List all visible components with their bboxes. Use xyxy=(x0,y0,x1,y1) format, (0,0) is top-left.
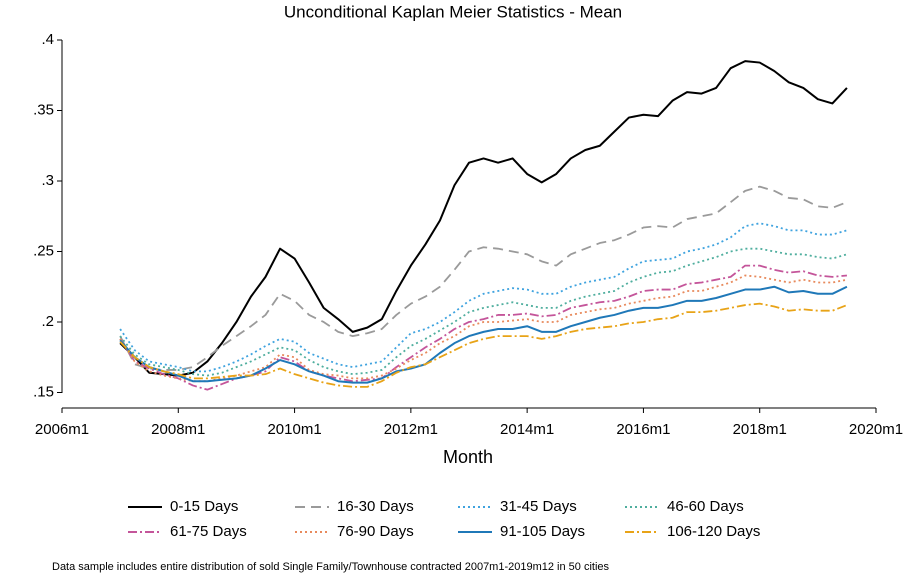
legend-label: 76-90 Days xyxy=(337,523,414,540)
footnote: Data sample includes entire distribution… xyxy=(52,561,610,573)
legend-label: 106-120 Days xyxy=(667,523,760,540)
legend-label: 91-105 Days xyxy=(500,523,585,540)
series-line xyxy=(119,274,848,383)
x-tick-label: 2008m1 xyxy=(151,421,205,438)
x-tick-label: 2018m1 xyxy=(733,421,787,438)
x-tick-label: 2016m1 xyxy=(616,421,670,438)
x-tick-label: 2012m1 xyxy=(384,421,438,438)
series-line xyxy=(119,185,848,371)
series-line xyxy=(119,247,848,377)
series-line xyxy=(119,60,848,377)
legend-label: 46-60 Days xyxy=(667,498,744,515)
legend-label: 16-30 Days xyxy=(337,498,414,515)
x-axis-label: Month xyxy=(443,447,493,467)
series-line xyxy=(119,222,848,373)
series-line xyxy=(119,302,848,388)
y-tick-label: .4 xyxy=(41,31,54,48)
x-tick-label: 2006m1 xyxy=(35,421,89,438)
series-line xyxy=(119,285,848,384)
legend-label: 31-45 Days xyxy=(500,498,577,515)
y-tick-label: .35 xyxy=(33,101,54,118)
y-tick-label: .15 xyxy=(33,383,54,400)
chart-title: Unconditional Kaplan Meier Statistics - … xyxy=(284,2,622,21)
x-tick-label: 2010m1 xyxy=(267,421,321,438)
legend-label: 0-15 Days xyxy=(170,498,238,515)
legend-label: 61-75 Days xyxy=(170,523,247,540)
y-tick-label: .2 xyxy=(41,313,54,330)
y-tick-label: .25 xyxy=(33,242,54,259)
x-tick-label: 2014m1 xyxy=(500,421,554,438)
x-tick-label: 2020m1 xyxy=(849,421,903,438)
y-tick-label: .3 xyxy=(41,172,54,189)
